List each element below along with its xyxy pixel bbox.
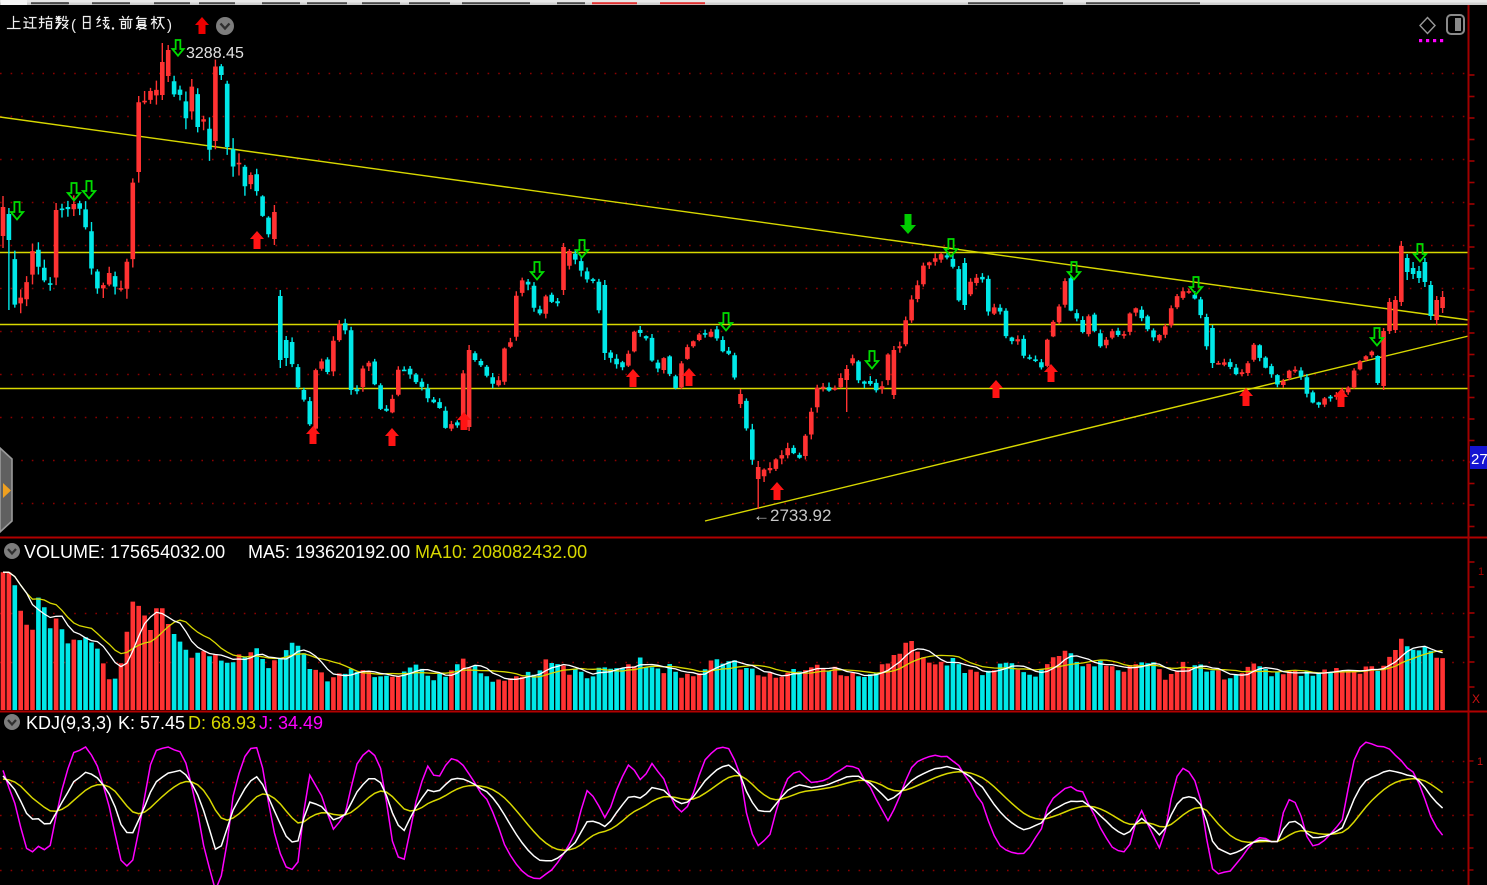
svg-text:3288.45: 3288.45 <box>186 45 244 62</box>
svg-text:MA10: 208082432.00: MA10: 208082432.00 <box>415 542 587 562</box>
svg-text:←2733.92: ←2733.92 <box>753 506 831 525</box>
svg-text:(: ( <box>71 17 76 34</box>
svg-text:X: X <box>1472 692 1480 706</box>
svg-text:K: 57.45: K: 57.45 <box>118 713 185 733</box>
svg-text:1: 1 <box>1477 756 1483 768</box>
svg-text:VOLUME: 175654032.00: VOLUME: 175654032.00 <box>24 542 225 562</box>
svg-text:J: 34.49: J: 34.49 <box>259 713 323 733</box>
svg-text:D: 68.93: D: 68.93 <box>188 713 256 733</box>
svg-text:KDJ(9,3,3): KDJ(9,3,3) <box>26 713 112 733</box>
svg-text:27: 27 <box>1471 451 1487 468</box>
svg-text:): ) <box>167 17 172 34</box>
svg-text:1: 1 <box>1478 566 1484 578</box>
svg-text:MA5: 193620192.00: MA5: 193620192.00 <box>248 542 410 562</box>
